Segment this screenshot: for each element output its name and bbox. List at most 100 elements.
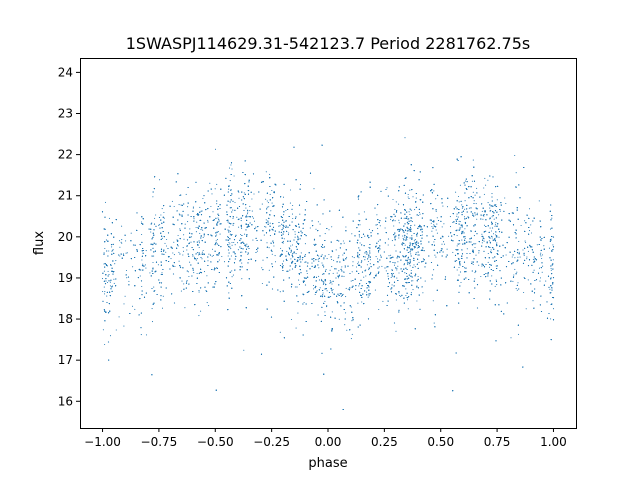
data-point	[490, 230, 493, 232]
data-point	[202, 253, 204, 255]
data-point	[221, 255, 223, 258]
data-point	[234, 201, 236, 204]
data-point	[341, 266, 343, 268]
data-point	[361, 259, 363, 262]
data-point	[385, 266, 388, 268]
data-point	[269, 193, 271, 195]
data-point	[106, 295, 108, 297]
data-point	[267, 220, 269, 222]
data-point	[321, 254, 323, 256]
data-point	[131, 305, 134, 307]
data-point	[540, 238, 542, 241]
data-point	[300, 257, 302, 259]
data-point	[492, 233, 495, 235]
data-point	[530, 232, 533, 234]
data-point	[203, 271, 206, 273]
data-point	[407, 193, 409, 196]
data-point	[214, 148, 217, 150]
data-point	[368, 246, 370, 249]
data-point	[517, 282, 519, 284]
data-point	[299, 213, 301, 215]
data-point	[402, 237, 404, 239]
data-point	[202, 249, 204, 252]
data-point	[298, 243, 300, 245]
data-point	[112, 248, 114, 251]
data-point	[186, 280, 188, 282]
data-point	[251, 198, 253, 200]
data-point	[504, 197, 506, 199]
data-point	[263, 234, 265, 236]
data-point	[104, 343, 106, 346]
data-point	[229, 230, 232, 232]
data-point	[476, 212, 478, 214]
data-point	[350, 338, 352, 340]
data-point	[410, 280, 413, 282]
data-point	[435, 198, 437, 200]
data-point	[474, 194, 476, 196]
data-point	[404, 236, 406, 238]
data-point	[382, 300, 384, 302]
data-points	[101, 137, 555, 411]
data-point	[170, 258, 172, 260]
data-point	[126, 277, 128, 279]
data-point	[541, 254, 544, 256]
data-point	[285, 209, 287, 212]
data-point	[141, 259, 143, 261]
data-point	[449, 226, 452, 228]
data-point	[468, 207, 470, 209]
data-point	[243, 192, 245, 194]
data-point	[525, 241, 527, 244]
data-point	[253, 193, 255, 195]
data-point	[149, 272, 151, 274]
data-point	[533, 258, 535, 260]
data-point	[551, 217, 553, 219]
data-point	[338, 254, 340, 257]
data-point	[475, 203, 477, 205]
data-point	[233, 175, 235, 177]
data-point	[540, 255, 542, 257]
data-point	[290, 258, 292, 260]
data-point	[298, 279, 300, 281]
data-point	[217, 231, 219, 233]
data-point	[271, 202, 273, 204]
data-point	[376, 214, 378, 216]
data-point	[409, 189, 411, 191]
data-point	[344, 265, 346, 267]
data-point	[459, 221, 461, 223]
data-point	[265, 198, 267, 200]
chart-title: 1SWASPJ114629.31-542123.7 Period 2281762…	[126, 34, 531, 53]
data-point	[533, 269, 535, 271]
data-point	[416, 285, 418, 287]
data-point	[460, 281, 462, 284]
data-point	[332, 288, 334, 291]
data-point	[185, 193, 187, 195]
data-point	[111, 246, 113, 248]
data-point	[391, 240, 393, 242]
data-point	[405, 281, 407, 284]
data-point	[231, 276, 233, 278]
data-point	[435, 229, 437, 231]
data-point	[216, 183, 218, 185]
data-point	[179, 228, 181, 230]
data-point	[345, 226, 347, 228]
data-point	[322, 292, 324, 294]
data-point	[331, 283, 333, 285]
data-point	[464, 228, 466, 230]
data-point	[125, 240, 127, 242]
data-point	[173, 241, 175, 243]
data-point	[328, 229, 330, 231]
data-point	[298, 283, 301, 286]
data-point	[550, 239, 552, 241]
data-point	[411, 244, 414, 246]
data-point	[246, 243, 248, 245]
data-point	[151, 308, 153, 310]
data-point	[318, 275, 320, 277]
data-point	[208, 305, 210, 307]
data-point	[431, 225, 433, 228]
data-point	[141, 285, 143, 288]
data-point	[476, 187, 478, 189]
data-point	[530, 224, 532, 226]
data-point	[294, 236, 296, 238]
data-point	[396, 267, 398, 269]
data-point	[442, 241, 445, 243]
